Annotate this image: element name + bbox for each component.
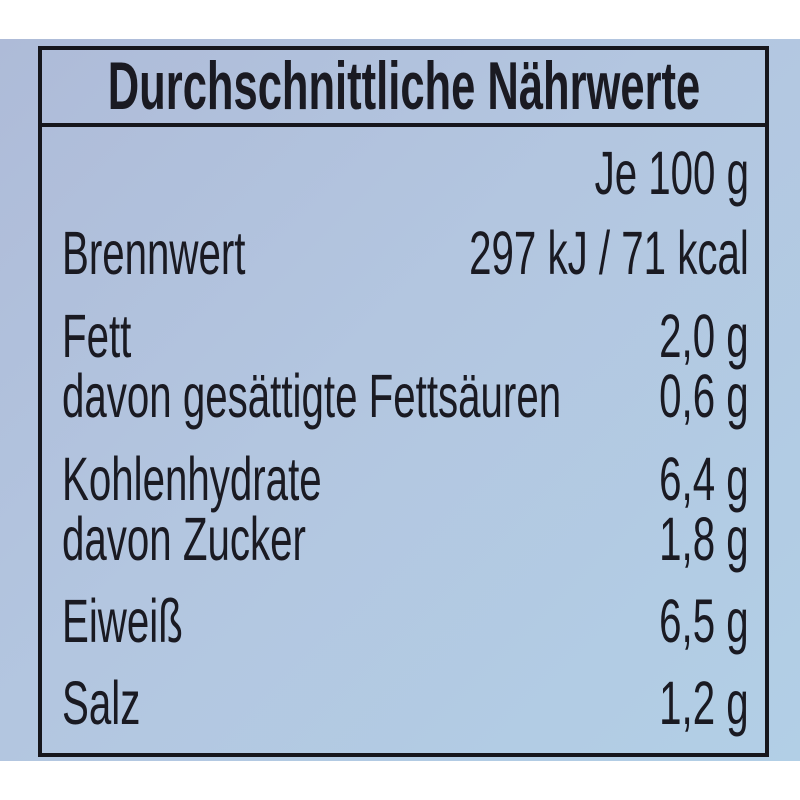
nutrient-value: 1,8 g [659,505,749,573]
nutrient-value: 1,2 g [659,669,749,737]
table-title: Durchschnittliche Nährwerte [107,48,700,124]
nutrient-name: Brennwert [62,219,246,287]
nutrient-value: 0,6 g [659,362,749,430]
nutrient-value: 2,0 g [659,302,749,370]
nutrient-name: davon Zucker [62,505,306,573]
table-row: davon gesättigte Fettsäuren 0,6 g [62,365,749,427]
nutrient-value: 297 kJ / 71 kcal [469,219,749,287]
nutrient-name: davon gesättigte Fettsäuren [62,362,562,430]
nutrient-name: Fett [62,302,132,370]
nutrient-value: 6,4 g [659,445,749,513]
nutrient-value: 6,5 g [659,587,749,655]
table-row: davon Zucker 1,8 g [62,508,749,570]
nutrient-name: Salz [62,669,141,737]
per-unit-label: Je 100 g [594,139,749,207]
table-row: Eiweiß 6,5 g [62,590,749,652]
table-row: Fett 2,0 g [62,305,749,367]
nutrient-name: Kohlenhydrate [62,445,322,513]
table-row: Brennwert 297 kJ / 71 kcal [62,222,749,284]
table-row: Salz 1,2 g [62,672,749,734]
per-unit-row: Je 100 g [62,142,749,204]
table-header: Durchschnittliche Nährwerte [42,48,765,127]
nutrition-table: Durchschnittliche Nährwerte Je 100 g Bre… [38,46,769,757]
label-background [0,39,800,761]
table-row: Kohlenhydrate 6,4 g [62,448,749,510]
nutrient-name: Eiweiß [62,587,183,655]
